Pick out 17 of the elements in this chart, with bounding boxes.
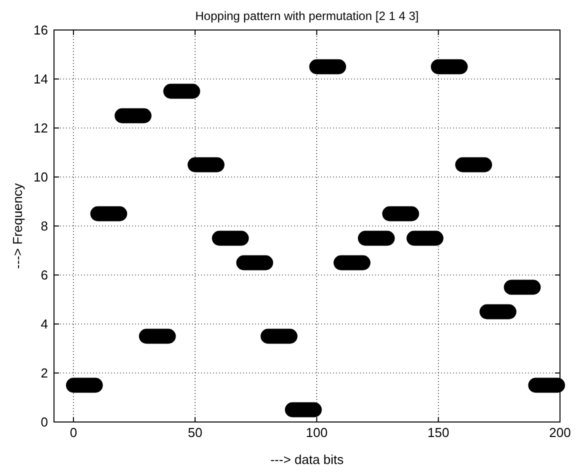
y-tick-label: 16 bbox=[34, 22, 48, 38]
x-tick-label: 0 bbox=[70, 425, 78, 440]
y-tick-label: 0 bbox=[40, 414, 48, 430]
x-axis-title: ---> data bits bbox=[270, 452, 344, 467]
y-tick-label: 10 bbox=[34, 170, 48, 185]
y-tick-label: 12 bbox=[34, 120, 48, 136]
y-tick-label: 8 bbox=[40, 218, 48, 234]
y-tick-label: 14 bbox=[34, 72, 48, 87]
x-tick-label: 150 bbox=[428, 425, 450, 440]
y-tick-label: 2 bbox=[40, 366, 48, 381]
y-tick-label: 6 bbox=[40, 268, 48, 283]
y-tick-label: 4 bbox=[40, 316, 48, 332]
chart-title: Hopping pattern with permutation [2 1 4 3] bbox=[195, 9, 419, 23]
x-tick-label: 50 bbox=[188, 425, 202, 440]
y-axis-title: ---> Frequency bbox=[10, 182, 25, 269]
x-tick-label: 100 bbox=[306, 425, 328, 440]
x-tick-label: 200 bbox=[549, 425, 571, 440]
